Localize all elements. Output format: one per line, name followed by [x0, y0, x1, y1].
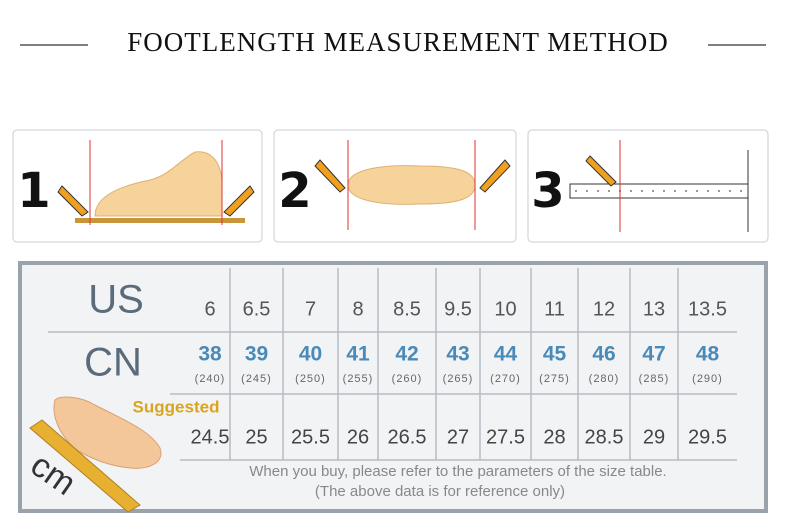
- cn-size: 39: [245, 343, 268, 366]
- cm-size: 26.5: [388, 426, 427, 448]
- cn-mm: (255): [343, 373, 374, 385]
- us-size: 6.5: [243, 298, 271, 320]
- cn-size: 48: [696, 343, 720, 366]
- cn-mm: (245): [241, 373, 272, 385]
- us-size: 8.5: [393, 298, 421, 320]
- step-number: 3: [531, 163, 564, 219]
- cn-mm: (275): [539, 373, 570, 385]
- cn-mm: (265): [443, 373, 474, 385]
- note: (The above data is for reference only): [315, 483, 565, 500]
- cm-size: 27: [447, 426, 469, 448]
- cm-size: 27.5: [486, 426, 525, 448]
- cn-size: 45: [543, 343, 567, 366]
- cm-size: 26: [347, 426, 369, 448]
- cn-mm: (285): [639, 373, 670, 385]
- us-size: 13.5: [688, 298, 727, 320]
- foot-ruler: [29, 396, 162, 513]
- us-size: 9.5: [444, 298, 472, 320]
- cn-size: 46: [592, 343, 615, 366]
- cn-mm: (290): [692, 373, 723, 385]
- cn-mm: (240): [195, 373, 226, 385]
- cn-mm: (280): [589, 373, 620, 385]
- us-size: 8: [352, 298, 363, 320]
- table-frame: [18, 261, 768, 513]
- cn-size: 38: [198, 343, 222, 366]
- cn-mm: (260): [392, 373, 423, 385]
- cn-size: 47: [642, 343, 665, 366]
- cm-size: 24.5: [191, 426, 230, 448]
- row-label: US: [88, 278, 144, 322]
- us-size: 13: [643, 298, 665, 320]
- step-panel: 1: [12, 129, 263, 243]
- suggested-label: Suggested: [133, 397, 220, 416]
- cm-size: 28: [543, 426, 565, 448]
- cm-size: 29.5: [688, 426, 727, 448]
- cn-size: 44: [494, 343, 518, 366]
- cn-mm: (270): [490, 373, 521, 385]
- us-size: 12: [593, 298, 615, 320]
- cn-size: 41: [346, 343, 370, 366]
- cn-size: 40: [299, 343, 322, 366]
- us-size: 7: [305, 298, 316, 320]
- us-size: 11: [544, 298, 565, 320]
- cm-size: 25.5: [291, 426, 330, 448]
- cm-size: 29: [643, 426, 665, 448]
- step-panel: 3: [527, 129, 769, 243]
- cm-size: 25: [245, 426, 267, 448]
- cn-size: 43: [446, 343, 469, 366]
- us-size: 6: [204, 298, 215, 320]
- cm-size: 28.5: [585, 426, 624, 448]
- table-grid: [48, 268, 737, 461]
- us-size: 10: [494, 298, 516, 320]
- cn-size: 42: [395, 343, 418, 366]
- step-number: 2: [278, 163, 311, 219]
- step-panel: 2: [273, 129, 517, 243]
- cn-mm: (250): [295, 373, 326, 385]
- note: When you buy, please refer to the parame…: [249, 463, 666, 480]
- title: FOOTLENGTH MEASUREMENT METHOD: [127, 27, 669, 57]
- row-label: CN: [84, 341, 142, 385]
- step-number: 1: [17, 163, 50, 219]
